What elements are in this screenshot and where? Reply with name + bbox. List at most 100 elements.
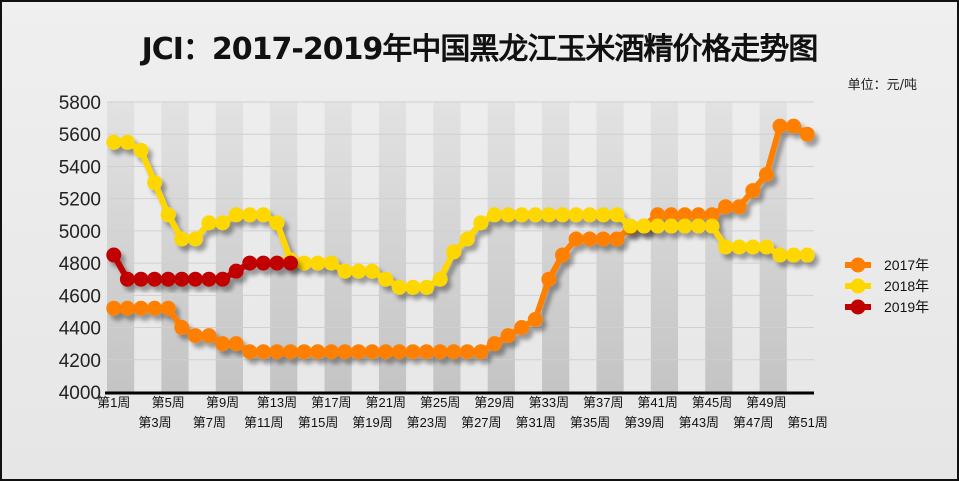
data-point	[228, 263, 244, 279]
data-point	[160, 300, 176, 316]
data-point	[337, 344, 353, 360]
y-tick-label: 4400	[59, 319, 101, 340]
data-point	[215, 336, 231, 352]
data-point	[187, 271, 203, 287]
data-point	[119, 134, 135, 150]
data-point	[582, 231, 598, 247]
data-point	[391, 279, 407, 295]
data-point	[228, 336, 244, 352]
x-tick-label: 第35周	[570, 415, 610, 430]
y-tick-label: 5200	[59, 190, 101, 211]
x-tick-label: 第13周	[257, 395, 297, 410]
x-tick-label: 第1周	[97, 395, 130, 410]
data-point	[690, 207, 706, 223]
data-point	[554, 247, 570, 263]
data-point	[568, 231, 584, 247]
data-point	[432, 344, 448, 360]
data-point	[758, 167, 774, 182]
data-point	[419, 279, 435, 295]
data-point	[636, 218, 652, 234]
data-point	[242, 207, 258, 223]
y-tick-label: 5400	[59, 157, 101, 178]
y-tick-label: 4800	[59, 254, 101, 275]
data-point	[799, 247, 815, 263]
data-point	[609, 207, 625, 223]
background-band	[542, 102, 570, 392]
x-tick-label: 第39周	[624, 415, 664, 430]
data-point	[201, 215, 217, 231]
data-point	[283, 344, 299, 360]
x-tick-label: 第17周	[311, 395, 351, 410]
data-point	[106, 300, 122, 316]
data-point	[786, 247, 802, 263]
y-tick-label: 5600	[59, 125, 101, 146]
chart-title: JCI：2017-2019年中国黑龙江玉米酒精价格走势图	[141, 32, 819, 67]
data-point	[541, 207, 557, 223]
data-point	[677, 207, 693, 223]
y-tick-label: 4600	[59, 286, 101, 307]
data-point	[378, 344, 394, 360]
data-point	[500, 328, 516, 344]
data-point	[174, 231, 190, 247]
data-point	[187, 231, 203, 247]
data-point	[337, 263, 353, 279]
data-point	[541, 271, 557, 287]
series-2017年	[106, 118, 815, 360]
data-point	[786, 118, 802, 134]
data-point	[133, 142, 149, 158]
background-band	[324, 102, 352, 392]
data-point	[174, 320, 190, 336]
data-point	[772, 247, 788, 263]
data-point	[419, 344, 435, 360]
data-point	[718, 239, 734, 255]
data-point	[283, 255, 299, 271]
data-point	[405, 344, 421, 360]
data-point	[160, 207, 176, 223]
x-tick-label: 第25周	[420, 395, 460, 410]
background-band	[378, 102, 407, 392]
background-band	[161, 102, 189, 392]
data-point	[473, 215, 489, 231]
x-tick-label: 第11周	[244, 415, 284, 430]
background-band	[107, 102, 135, 392]
data-point	[609, 231, 625, 247]
data-point	[296, 255, 312, 271]
data-point	[310, 344, 326, 360]
data-point	[215, 215, 231, 231]
legend-label: 2017年	[884, 257, 929, 273]
legend-marker	[850, 299, 866, 315]
data-point	[201, 271, 217, 287]
data-point	[351, 263, 367, 279]
legend-label: 2018年	[884, 278, 929, 294]
series-2019年	[106, 247, 299, 287]
data-point	[405, 279, 421, 295]
data-point	[269, 255, 285, 271]
data-point	[133, 300, 149, 316]
data-point	[446, 244, 462, 260]
x-tick-label: 第27周	[461, 415, 501, 430]
data-point	[745, 183, 761, 199]
data-point	[446, 344, 462, 360]
x-tick-label: 第15周	[298, 415, 338, 430]
data-point	[799, 126, 815, 142]
data-point	[147, 175, 163, 191]
data-point	[255, 207, 271, 223]
data-point	[351, 344, 367, 360]
data-point	[690, 218, 706, 234]
data-point	[119, 271, 135, 287]
data-point	[473, 344, 489, 360]
data-point	[378, 271, 394, 287]
x-tick-label: 第43周	[679, 415, 719, 430]
data-point	[119, 300, 135, 316]
data-point	[201, 328, 217, 344]
x-tick-label: 第9周	[206, 395, 239, 410]
background-band	[596, 102, 624, 392]
data-point	[187, 328, 203, 344]
data-point	[432, 271, 448, 287]
data-point	[269, 344, 285, 360]
data-point	[745, 239, 761, 255]
data-point	[269, 215, 285, 231]
y-tick-label: 4000	[59, 383, 101, 404]
